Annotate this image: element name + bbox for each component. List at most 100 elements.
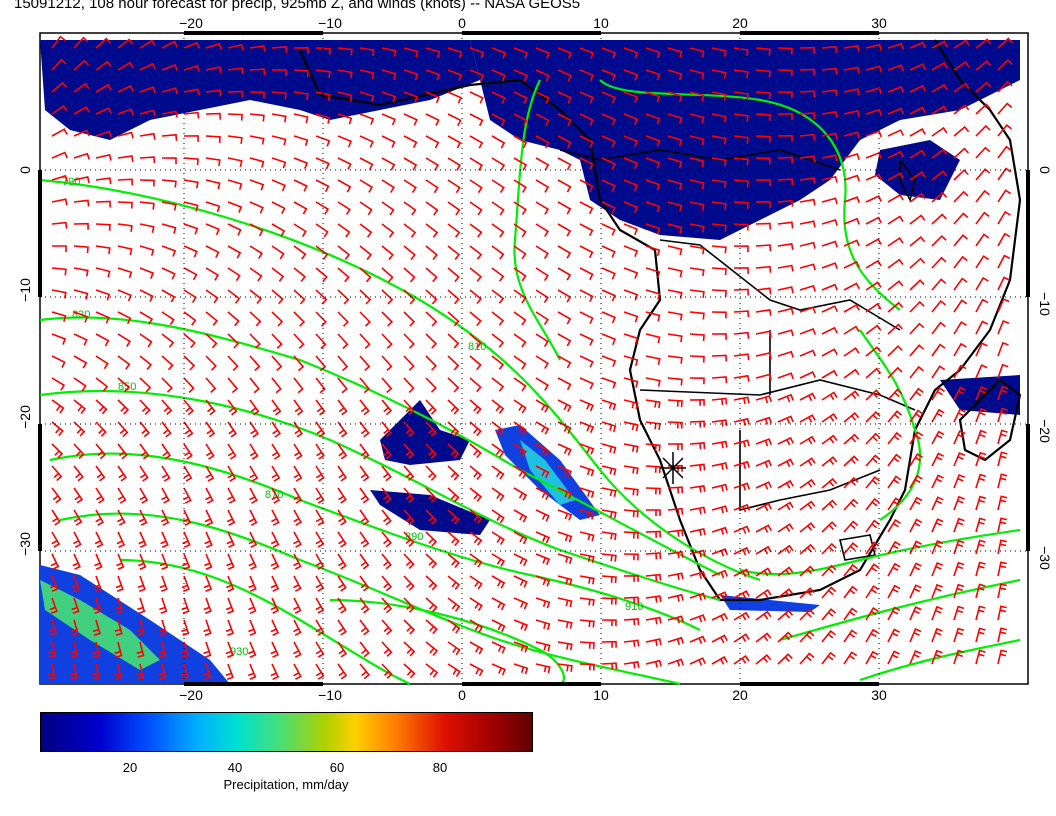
wind-barb-icon: [645, 201, 661, 213]
wind-barb-icon: [117, 377, 130, 393]
wind-barb-icon: [953, 234, 969, 247]
wind-barb-icon: [95, 130, 112, 138]
wind-barb-icon: [799, 414, 816, 423]
wind-barb-icon: [579, 201, 594, 215]
wind-barb-icon: [73, 59, 90, 71]
wind-barb-icon: [469, 465, 482, 481]
wind-barb-icon: [755, 222, 771, 230]
wind-barb-icon: [94, 531, 104, 548]
wind-barb-icon: [249, 443, 259, 460]
wind-barb-icon: [623, 509, 639, 518]
wind-barb-icon: [535, 311, 549, 326]
wind-barb-icon: [136, 641, 145, 658]
wind-barb-icon: [799, 565, 815, 577]
contour-line: [39, 178, 761, 582]
wind-barb-icon: [997, 298, 1010, 313]
wind-barb-icon: [821, 348, 838, 357]
wind-barb-icon: [114, 619, 123, 636]
wind-barb-icon: [447, 47, 463, 59]
wind-barb-icon: [491, 47, 507, 59]
wind-barb-icon: [381, 47, 397, 57]
wind-barb-icon: [953, 82, 970, 93]
wind-barb-icon: [359, 267, 372, 283]
wind-barb-icon: [159, 575, 168, 593]
wind-barb-icon: [909, 171, 926, 181]
wind-barb-icon: [183, 443, 193, 460]
wind-barb-icon: [667, 507, 684, 516]
wind-barb-icon: [137, 575, 146, 592]
wind-barb-icon: [337, 333, 349, 349]
wind-barb-icon: [359, 663, 371, 680]
wind-barb-icon: [997, 583, 1007, 599]
wind-barb-icon: [953, 125, 970, 137]
wind-barb-icon: [95, 443, 107, 460]
wind-barb-icon: [425, 311, 438, 327]
wind-barb-icon: [447, 619, 461, 634]
wind-barb-icon: [953, 255, 968, 269]
wind-barb-icon: [204, 509, 214, 526]
colorbar-tick-label: 20: [122, 760, 138, 775]
wind-barb-icon: [557, 663, 573, 672]
wind-barb-icon: [248, 619, 257, 636]
wind-barb-icon: [623, 289, 639, 301]
wind-barb-icon: [447, 201, 461, 216]
wind-barb-icon: [403, 641, 416, 657]
wind-barb-icon: [247, 641, 257, 658]
wind-barb-icon: [337, 289, 350, 305]
wind-barb-icon: [557, 201, 572, 215]
wind-barb-icon: [667, 135, 683, 146]
wind-barb-icon: [117, 421, 129, 438]
wind-barb-icon: [95, 223, 111, 231]
wind-barb-icon: [51, 81, 68, 93]
wind-barb-icon: [381, 597, 393, 614]
wind-barb-icon: [909, 628, 922, 643]
wind-barb-icon: [161, 179, 177, 188]
wind-barb-icon: [777, 479, 794, 489]
wind-barb-icon: [513, 135, 528, 149]
wind-barb-icon: [601, 399, 617, 411]
wind-barb-icon: [799, 327, 817, 335]
wind-barb-icon: [469, 135, 484, 149]
wind-barb-icon: [293, 245, 307, 260]
wind-barb-icon: [51, 377, 66, 391]
wind-barb-icon: [843, 455, 859, 467]
wind-barb-icon: [73, 82, 90, 93]
wind-barb-icon: [513, 91, 528, 104]
wind-barb-icon: [161, 487, 170, 504]
wind-barb-icon: [315, 69, 331, 78]
wind-barb-icon: [337, 157, 352, 170]
wind-barb-icon: [821, 197, 838, 205]
wind-barb-icon: [689, 571, 706, 580]
wind-barb-icon: [73, 176, 90, 184]
wind-barb-icon: [315, 113, 331, 124]
wind-barb-icon: [953, 408, 966, 423]
wind-barb-icon: [513, 113, 528, 127]
wind-barb-icon: [315, 487, 325, 504]
wind-barb-icon: [887, 193, 904, 203]
wind-barb-icon: [359, 597, 370, 614]
wind-barb-icon: [755, 308, 772, 316]
wind-barb-icon: [557, 245, 572, 259]
wind-barb-icon: [601, 575, 617, 584]
wind-barb-icon: [337, 597, 347, 614]
wind-barb-icon: [161, 63, 178, 71]
wind-barb-icon: [843, 498, 859, 511]
wind-barb-icon: [535, 157, 550, 171]
wind-barb-icon: [205, 223, 220, 236]
wind-barb-icon: [997, 58, 1013, 71]
wind-barb-icon: [557, 487, 573, 500]
wind-barb-icon: [469, 641, 484, 655]
wind-barb-icon: [623, 487, 639, 496]
wind-barb-icon: [447, 377, 460, 393]
wind-barb-icon: [557, 355, 572, 369]
wind-barb-icon: [403, 597, 415, 613]
wind-barb-icon: [249, 44, 266, 52]
wind-barb-icon: [271, 179, 286, 192]
wind-barb-icon: [491, 487, 505, 502]
wind-barb-icon: [161, 245, 177, 257]
wind-barb-icon: [249, 68, 266, 76]
wind-barb-icon: [51, 531, 61, 548]
wind-barb-icon: [689, 614, 706, 623]
wind-barb-icon: [645, 530, 661, 538]
wind-barb-icon: [447, 245, 461, 260]
